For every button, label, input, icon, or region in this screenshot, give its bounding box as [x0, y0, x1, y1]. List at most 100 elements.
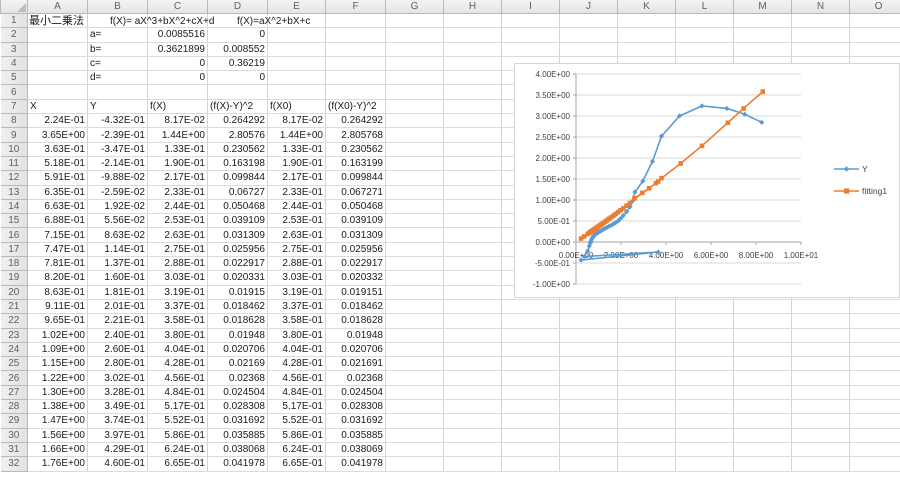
row-header-22[interactable]: 22 [1, 314, 28, 328]
cell-G27[interactable] [386, 385, 444, 399]
cell-O28[interactable] [850, 400, 900, 414]
cell-G26[interactable] [386, 371, 444, 385]
cell-F17[interactable]: 0.025956 [326, 242, 386, 256]
cell-B29[interactable]: 3.74E-01 [88, 414, 148, 428]
cell-G15[interactable] [386, 214, 444, 228]
cell-G17[interactable] [386, 242, 444, 256]
cell-F10[interactable]: 0.230562 [326, 142, 386, 156]
cell-E6[interactable] [268, 85, 326, 99]
cell-L25[interactable] [676, 357, 734, 371]
cell-H13[interactable] [444, 185, 502, 199]
row-header-23[interactable]: 23 [1, 328, 28, 342]
cell-E20[interactable]: 3.19E-01 [268, 285, 326, 299]
cell-D30[interactable]: 0.035885 [208, 428, 268, 442]
cell-O31[interactable] [850, 442, 900, 456]
cell-G25[interactable] [386, 357, 444, 371]
row-header-14[interactable]: 14 [1, 199, 28, 213]
cell-C27[interactable]: 4.84E-01 [148, 385, 208, 399]
cell-J2[interactable] [560, 28, 618, 42]
row-header-7[interactable]: 7 [1, 99, 28, 113]
cell-M27[interactable] [734, 385, 792, 399]
cell-G11[interactable] [386, 156, 444, 170]
cell-A30[interactable]: 1.56E+00 [28, 428, 88, 442]
cell-C13[interactable]: 2.33E-01 [148, 185, 208, 199]
select-all-corner[interactable] [1, 0, 28, 14]
cell-B28[interactable]: 3.49E-01 [88, 400, 148, 414]
cell-G16[interactable] [386, 228, 444, 242]
cell-C11[interactable]: 1.90E-01 [148, 156, 208, 170]
cell-N26[interactable] [792, 371, 850, 385]
cell-F19[interactable]: 0.020332 [326, 271, 386, 285]
row-header-17[interactable]: 17 [1, 242, 28, 256]
cell-H1[interactable] [444, 14, 502, 28]
cell-B3[interactable]: b= [88, 42, 148, 56]
cell-K21[interactable] [618, 299, 676, 313]
cell-C20[interactable]: 3.19E-01 [148, 285, 208, 299]
cell-F12[interactable]: 0.099844 [326, 171, 386, 185]
row-header-2[interactable]: 2 [1, 28, 28, 42]
column-header-D[interactable]: D [208, 0, 268, 14]
cell-H32[interactable] [444, 457, 502, 471]
cell-F9[interactable]: 2.805768 [326, 128, 386, 142]
column-header-B[interactable]: B [88, 0, 148, 14]
cell-C31[interactable]: 6.24E-01 [148, 442, 208, 456]
cell-J26[interactable] [560, 371, 618, 385]
cell-H3[interactable] [444, 42, 502, 56]
cell-H20[interactable] [444, 285, 502, 299]
cell-K24[interactable] [618, 342, 676, 356]
cell-C2[interactable]: 0.0085516 [148, 28, 208, 42]
cell-A18[interactable]: 7.81E-01 [28, 257, 88, 271]
cell-H21[interactable] [444, 299, 502, 313]
cell-O25[interactable] [850, 357, 900, 371]
cell-G14[interactable] [386, 199, 444, 213]
cell-N24[interactable] [792, 342, 850, 356]
cell-H9[interactable] [444, 128, 502, 142]
cell-K29[interactable] [618, 414, 676, 428]
cell-O32[interactable] [850, 457, 900, 471]
row-header-27[interactable]: 27 [1, 385, 28, 399]
cell-G23[interactable] [386, 328, 444, 342]
cell-D16[interactable]: 0.031309 [208, 228, 268, 242]
cell-E13[interactable]: 2.33E-01 [268, 185, 326, 199]
cell-G5[interactable] [386, 71, 444, 85]
cell-C17[interactable]: 2.75E-01 [148, 242, 208, 256]
column-header-E[interactable]: E [268, 0, 326, 14]
cell-H18[interactable] [444, 257, 502, 271]
cell-F16[interactable]: 0.031309 [326, 228, 386, 242]
cell-E29[interactable]: 5.52E-01 [268, 414, 326, 428]
cell-H25[interactable] [444, 357, 502, 371]
cell-F27[interactable]: 0.024504 [326, 385, 386, 399]
cell-D11[interactable]: 0.163198 [208, 156, 268, 170]
cell-O22[interactable] [850, 314, 900, 328]
cell-A24[interactable]: 1.09E+00 [28, 342, 88, 356]
cell-M21[interactable] [734, 299, 792, 313]
cell-D14[interactable]: 0.050468 [208, 199, 268, 213]
cell-H29[interactable] [444, 414, 502, 428]
cell-E11[interactable]: 1.90E-01 [268, 156, 326, 170]
cell-J22[interactable] [560, 314, 618, 328]
cell-J31[interactable] [560, 442, 618, 456]
cell-H28[interactable] [444, 400, 502, 414]
cell-I27[interactable] [502, 385, 560, 399]
cell-H2[interactable] [444, 28, 502, 42]
cell-F24[interactable]: 0.020706 [326, 342, 386, 356]
cell-d1-formula-quad[interactable]: f(X)=aX^2+bX+c [237, 15, 310, 28]
cell-E9[interactable]: 1.44E+00 [268, 128, 326, 142]
cell-D22[interactable]: 0.018628 [208, 314, 268, 328]
cell-H22[interactable] [444, 314, 502, 328]
cell-H4[interactable] [444, 56, 502, 70]
cell-D5[interactable]: 0 [208, 71, 268, 85]
cell-G8[interactable] [386, 114, 444, 128]
cell-B12[interactable]: -9.88E-02 [88, 171, 148, 185]
cell-E28[interactable]: 5.17E-01 [268, 400, 326, 414]
cell-F13[interactable]: 0.067271 [326, 185, 386, 199]
cell-O23[interactable] [850, 328, 900, 342]
cell-O27[interactable] [850, 385, 900, 399]
cell-E19[interactable]: 3.03E-01 [268, 271, 326, 285]
cell-G13[interactable] [386, 185, 444, 199]
cell-I31[interactable] [502, 442, 560, 456]
cell-E21[interactable]: 3.37E-01 [268, 299, 326, 313]
cell-L23[interactable] [676, 328, 734, 342]
cell-H10[interactable] [444, 142, 502, 156]
cell-L29[interactable] [676, 414, 734, 428]
